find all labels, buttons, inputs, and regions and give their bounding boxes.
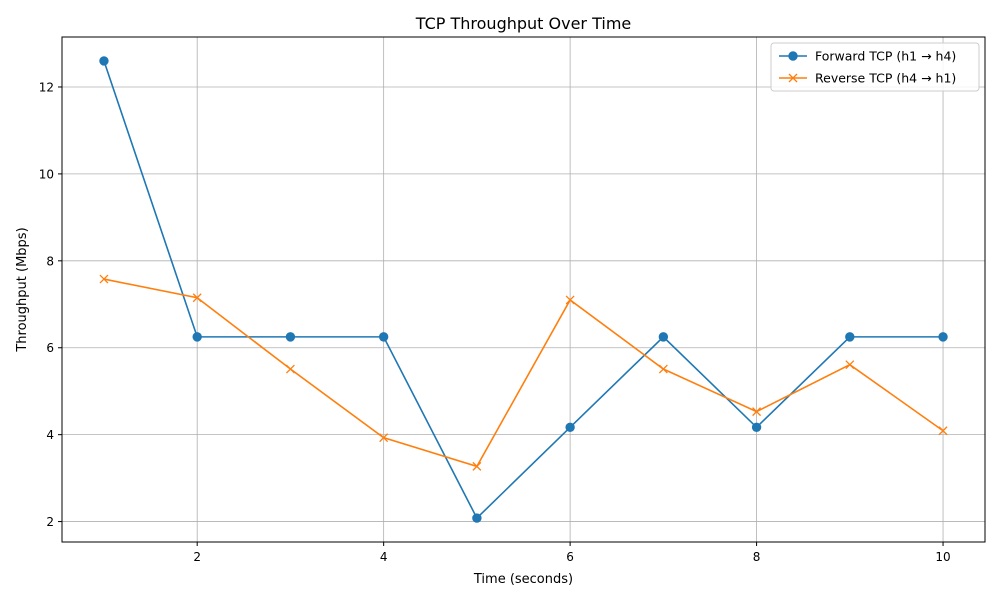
y-tick-label: 10 bbox=[39, 167, 54, 181]
data-point bbox=[751, 422, 762, 432]
data-point bbox=[192, 293, 202, 303]
series-forward-tcp bbox=[99, 56, 948, 523]
y-axis-label: Throughput (Mbps) bbox=[15, 227, 30, 352]
x-tick-label: 4 bbox=[380, 550, 388, 564]
data-point bbox=[845, 360, 855, 370]
series-line bbox=[103, 278, 944, 468]
data-point bbox=[378, 332, 389, 342]
x-tick-label: 6 bbox=[566, 550, 574, 564]
data-point bbox=[565, 295, 575, 305]
data-point bbox=[285, 364, 295, 374]
data-point bbox=[565, 422, 575, 432]
x-axis-label: Time (seconds) bbox=[473, 572, 573, 587]
y-tick-label: 6 bbox=[46, 341, 54, 355]
x-tick-label: 2 bbox=[193, 550, 201, 564]
y-tick-label: 2 bbox=[46, 515, 54, 529]
legend-box bbox=[770, 42, 980, 92]
legend-marker bbox=[788, 73, 798, 83]
data-point bbox=[379, 433, 389, 443]
series-reverse-tcp bbox=[99, 274, 948, 471]
y-tick-label: 12 bbox=[39, 80, 54, 94]
data-point bbox=[658, 332, 669, 342]
legend-label: Reverse TCP (h4 → h1) bbox=[815, 71, 956, 86]
data-point bbox=[658, 364, 668, 374]
y-tick-label: 8 bbox=[46, 254, 54, 268]
data-point bbox=[285, 332, 296, 342]
y-tick-label: 4 bbox=[46, 428, 54, 442]
x-tick-label: 8 bbox=[753, 550, 761, 564]
axis-ticks: 2 4 6 8 10 2 4 6 8 10 12 bbox=[39, 80, 951, 564]
x-tick-label: 10 bbox=[935, 550, 950, 564]
legend-label: Forward TCP (h1 → h4) bbox=[815, 49, 956, 64]
data-point bbox=[472, 461, 482, 471]
series-layer bbox=[99, 56, 948, 523]
data-point bbox=[99, 274, 109, 284]
data-point bbox=[472, 513, 482, 523]
data-point bbox=[99, 56, 109, 66]
legend-item: Forward TCP (h1 → h4) bbox=[779, 49, 956, 64]
data-point bbox=[938, 426, 948, 436]
data-point bbox=[192, 332, 202, 342]
series-line bbox=[103, 60, 944, 520]
chart-title: TCP Throughput Over Time bbox=[415, 14, 632, 33]
legend-marker bbox=[788, 51, 798, 61]
legend-item: Reverse TCP (h4 → h1) bbox=[779, 71, 956, 86]
data-point bbox=[845, 332, 855, 342]
legend: Forward TCP (h1 → h4) Reverse TCP (h4 → h… bbox=[770, 42, 980, 92]
data-point bbox=[752, 407, 762, 417]
data-point bbox=[938, 332, 948, 342]
plot-frame bbox=[61, 36, 986, 543]
